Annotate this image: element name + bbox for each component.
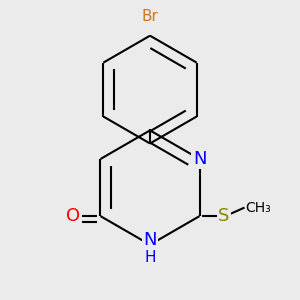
- Text: Br: Br: [142, 9, 158, 24]
- Text: CH₃: CH₃: [245, 201, 271, 215]
- Text: H: H: [144, 250, 156, 265]
- Text: N: N: [193, 150, 206, 168]
- Text: S: S: [218, 207, 230, 225]
- Text: O: O: [66, 207, 80, 225]
- Text: N: N: [143, 231, 157, 249]
